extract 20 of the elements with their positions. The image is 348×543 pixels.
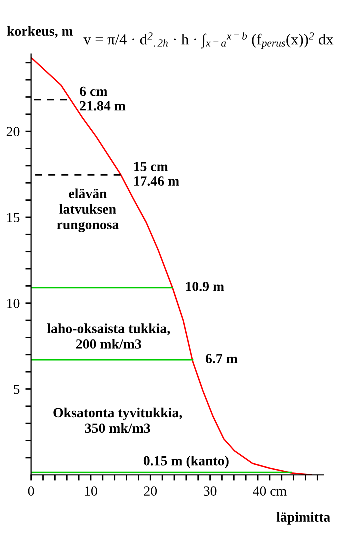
x-axis-title: läpimitta <box>276 512 330 525</box>
chart-title: v = π/4 · d$^{2}$$_{.2h}$ · h · ∫$_{x=a}$$^{x=b}$ (f$_{perus}$(x))$^{2}$ dx <box>84 32 334 50</box>
annotation: 6.7 m <box>206 354 238 364</box>
annotation: 15 cm 17.46 m <box>134 162 180 186</box>
x-tick-label: 30 <box>204 486 217 496</box>
y-tick-label: 15 <box>8 213 20 222</box>
y-tick-label: 10 <box>8 298 20 308</box>
x-tick-label: 0 <box>28 486 34 496</box>
annotation: elävän latvuksen rungonosa <box>57 188 120 232</box>
x-tick-label: 20 <box>144 486 158 496</box>
y-axis-title: korkeus, m <box>7 26 74 38</box>
annotation: 6 cm 21.84 m <box>80 86 126 111</box>
x-tick-label: 40 cm <box>253 486 287 496</box>
annotation: 10.9 m <box>186 282 224 292</box>
x-tick-label: 10 <box>85 486 98 496</box>
y-tick-label: 5 <box>14 384 20 394</box>
annotation: Oksatonta tyvitukkia, 350 mk/m3 <box>54 408 182 434</box>
y-tick-label: 20 <box>6 127 20 137</box>
annotation: 0.15 m (kanto) <box>144 456 229 469</box>
annotation: laho-oksaista tukkia, 200 mk/m3 <box>47 324 170 349</box>
